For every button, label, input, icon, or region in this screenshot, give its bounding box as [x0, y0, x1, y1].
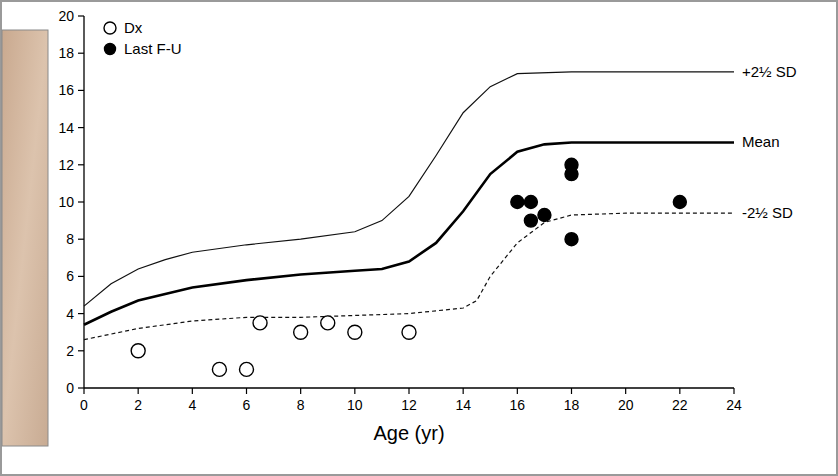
data-point [565, 233, 578, 246]
x-tick-label: 12 [401, 397, 417, 413]
y-tick-label: 16 [58, 82, 74, 98]
data-point [294, 325, 308, 339]
data-point [511, 196, 524, 209]
y-tick-label: 20 [58, 8, 74, 24]
reference-curve [84, 72, 734, 306]
x-axis-title: Age (yr) [373, 422, 444, 444]
y-tick-label: 6 [66, 268, 74, 284]
y-tick [78, 53, 84, 54]
chart: 02468101214161820222402468101214161820Ag… [0, 0, 838, 476]
x-tick-label: 18 [564, 397, 580, 413]
x-tick [679, 388, 680, 394]
data-point [131, 344, 145, 358]
y-tick-label: 12 [58, 157, 74, 173]
frame [1, 1, 837, 475]
x-tick [733, 388, 734, 394]
data-point [673, 196, 686, 209]
data-point [402, 325, 416, 339]
y-tick [78, 350, 84, 351]
x-tick-label: 6 [243, 397, 251, 413]
legend-label: Last F-U [124, 40, 182, 57]
data-point [524, 214, 537, 227]
x-tick-label: 2 [134, 397, 142, 413]
data-point [321, 316, 335, 330]
legend-marker [104, 22, 116, 34]
x-tick [246, 388, 247, 394]
curve-label: +2½ SD [742, 63, 797, 80]
x-tick [138, 388, 139, 394]
x-tick-label: 22 [672, 397, 688, 413]
y-tick [78, 15, 84, 16]
x-tick [408, 388, 409, 394]
y-tick [78, 127, 84, 128]
x-tick [354, 388, 355, 394]
y-tick [78, 276, 84, 277]
reference-curve [84, 213, 734, 339]
legend-marker [105, 44, 116, 55]
y-tick [78, 387, 84, 388]
x-tick [300, 388, 301, 394]
y-tick [78, 164, 84, 165]
data-point [212, 362, 226, 376]
plot-area [84, 72, 734, 377]
y-tick-label: 8 [66, 231, 74, 247]
x-tick-label: 8 [297, 397, 305, 413]
data-point [253, 316, 267, 330]
x-tick-label: 20 [618, 397, 634, 413]
y-tick-label: 2 [66, 343, 74, 359]
data-point [348, 325, 362, 339]
y-tick [78, 201, 84, 202]
y-tick-label: 4 [66, 306, 74, 322]
data-point [240, 362, 254, 376]
x-tick [463, 388, 464, 394]
y-tick-label: 14 [58, 120, 74, 136]
x-tick-label: 16 [510, 397, 526, 413]
x-tick [517, 388, 518, 394]
curve-label: Mean [742, 133, 780, 150]
x-tick-label: 0 [80, 397, 88, 413]
data-point [565, 168, 578, 181]
data-point [538, 209, 551, 222]
y-tick [78, 90, 84, 91]
curve-label: -2½ SD [742, 204, 793, 221]
x-tick [571, 388, 572, 394]
y-tick-label: 18 [58, 45, 74, 61]
photo-inset [2, 30, 48, 446]
x-tick-label: 14 [455, 397, 471, 413]
data-point [524, 196, 537, 209]
reference-curve [84, 142, 734, 324]
y-tick [78, 239, 84, 240]
x-tick-label: 4 [188, 397, 196, 413]
legend-label: Dx [124, 19, 143, 36]
y-tick-label: 10 [58, 194, 74, 210]
x-tick-label: 10 [347, 397, 363, 413]
x-tick [83, 388, 84, 394]
y-tick-label: 0 [66, 380, 74, 396]
x-tick [625, 388, 626, 394]
x-tick [192, 388, 193, 394]
y-tick [78, 313, 84, 314]
x-tick-label: 24 [726, 397, 742, 413]
